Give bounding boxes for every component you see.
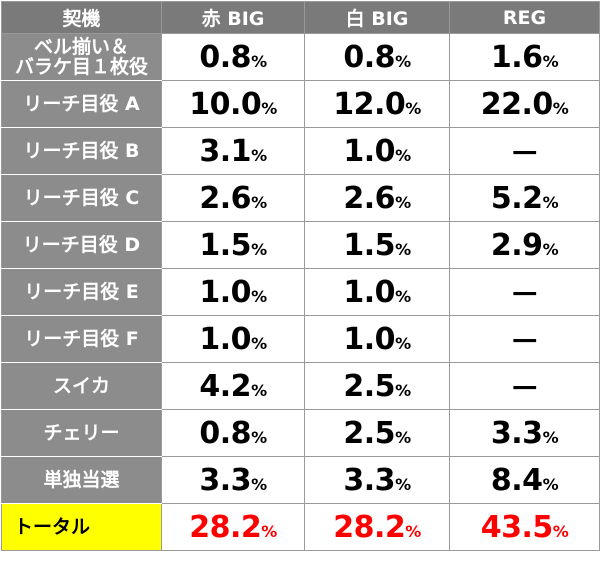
header-cell: 契機 bbox=[1, 1, 162, 34]
table-row: リーチ目役 B 3.1% 1.0% － bbox=[1, 127, 600, 175]
row-label: スイカ bbox=[1, 362, 162, 410]
value-cell: 3.1% bbox=[161, 127, 305, 175]
table-row: リーチ目役 E 1.0% 1.0% － bbox=[1, 268, 600, 316]
value-cell: 2.5% bbox=[304, 409, 450, 457]
header-row: 契機赤 BIG 白 BIG REG bbox=[1, 1, 600, 34]
value-cell: － bbox=[449, 127, 600, 175]
value-cell: 12.0% bbox=[304, 80, 450, 128]
row-label: リーチ目役 B bbox=[1, 127, 162, 175]
value-cell: 1.0% bbox=[161, 268, 305, 316]
value-cell: 1.0% bbox=[304, 315, 450, 363]
value-cell: 4.2% bbox=[161, 362, 305, 410]
row-label: ベル揃い＆ バラケ目１枚役 bbox=[1, 33, 162, 81]
value-cell: 0.8% bbox=[304, 33, 450, 81]
header-cell: REG bbox=[449, 1, 600, 34]
value-cell: 8.4% bbox=[449, 456, 600, 504]
value-cell: 28.2% bbox=[161, 503, 305, 551]
value-cell: 1.5% bbox=[304, 221, 450, 269]
value-cell: 1.5% bbox=[161, 221, 305, 269]
value-cell: 0.8% bbox=[161, 409, 305, 457]
table-row: リーチ目役 D 1.5% 1.5% 2.9% bbox=[1, 221, 600, 269]
table-row: リーチ目役 C 2.6% 2.6% 5.2% bbox=[1, 174, 600, 222]
value-cell: － bbox=[449, 362, 600, 410]
table-row: スイカ 4.2% 2.5% － bbox=[1, 362, 600, 410]
table-body: ベル揃い＆ バラケ目１枚役 0.8% 0.8% 1.6% リーチ目役 A 10.0% 12.… bbox=[1, 33, 600, 551]
row-label: リーチ目役 A bbox=[1, 80, 162, 128]
value-cell: 3.3% bbox=[449, 409, 600, 457]
value-cell: 2.6% bbox=[304, 174, 450, 222]
value-cell: 2.9% bbox=[449, 221, 600, 269]
total-label: トータル bbox=[1, 503, 162, 551]
row-label: リーチ目役 D bbox=[1, 221, 162, 269]
value-cell: 2.6% bbox=[161, 174, 305, 222]
value-cell: 3.3% bbox=[304, 456, 450, 504]
table-row: ベル揃い＆ バラケ目１枚役 0.8% 0.8% 1.6% bbox=[1, 33, 600, 81]
value-cell: 1.6% bbox=[449, 33, 600, 81]
value-cell: 2.5% bbox=[304, 362, 450, 410]
value-cell: 22.0% bbox=[449, 80, 600, 128]
row-label: リーチ目役 E bbox=[1, 268, 162, 316]
header-cell: 白 BIG bbox=[304, 1, 450, 34]
table-row: チェリー 0.8% 2.5% 3.3% bbox=[1, 409, 600, 457]
value-cell: 43.5% bbox=[449, 503, 600, 551]
value-cell: 5.2% bbox=[449, 174, 600, 222]
value-cell: 1.0% bbox=[304, 268, 450, 316]
table-row: リーチ目役 F 1.0% 1.0% － bbox=[1, 315, 600, 363]
probability-table: 契機赤 BIG 白 BIG REG ベル揃い＆ バラケ目１枚役 0.8% 0.8% 1.6… bbox=[1, 1, 600, 551]
value-cell: 1.0% bbox=[161, 315, 305, 363]
value-cell: 0.8% bbox=[161, 33, 305, 81]
table-row: リーチ目役 A 10.0% 12.0% 22.0% bbox=[1, 80, 600, 128]
value-cell: 28.2% bbox=[304, 503, 450, 551]
value-cell: 10.0% bbox=[161, 80, 305, 128]
row-label: リーチ目役 C bbox=[1, 174, 162, 222]
row-label: リーチ目役 F bbox=[1, 315, 162, 363]
header-cell: 赤 BIG bbox=[161, 1, 305, 34]
value-cell: － bbox=[449, 315, 600, 363]
total-row: トータル 28.2% 28.2% 43.5% bbox=[1, 503, 600, 551]
value-cell: 3.3% bbox=[161, 456, 305, 504]
value-cell: 1.0% bbox=[304, 127, 450, 175]
table-row: 単独当選 3.3% 3.3% 8.4% bbox=[1, 456, 600, 504]
row-label: チェリー bbox=[1, 409, 162, 457]
value-cell: － bbox=[449, 268, 600, 316]
row-label: 単独当選 bbox=[1, 456, 162, 504]
